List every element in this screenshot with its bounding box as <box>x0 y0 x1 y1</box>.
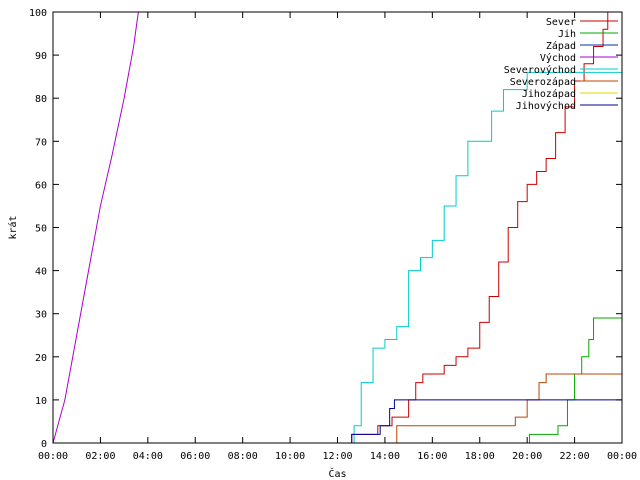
y-tick-label: 40 <box>35 267 47 278</box>
y-tick-label: 50 <box>35 224 47 235</box>
series-line-5 <box>53 71 622 443</box>
x-tick-label: 16:00 <box>417 451 447 462</box>
plot-series-layer <box>53 12 622 443</box>
legend-entry-label: Severozápad <box>510 76 576 88</box>
legend-entry-label: Východ <box>540 52 576 64</box>
x-tick-label: 06:00 <box>180 451 210 462</box>
x-tick-label: 04:00 <box>133 451 163 462</box>
x-tick-label: 14:00 <box>370 451 400 462</box>
legend-entry-label: Jih <box>558 29 576 40</box>
x-tick-label: 08:00 <box>228 451 258 462</box>
x-tick-label: 18:00 <box>465 451 495 462</box>
legend-entry-label: Sever <box>546 17 576 28</box>
legend-entry-label: Severovýchod <box>504 64 576 76</box>
y-tick-label: 90 <box>35 51 47 62</box>
y-tick-label: 70 <box>35 137 47 148</box>
ticks-layer: 00:00 02:00 04:00 06:00 08:00 10:00 12:00 14:00… <box>29 8 637 462</box>
y-tick-label: 30 <box>35 310 47 321</box>
x-tick-label: 00:00 <box>38 451 68 462</box>
x-axis-title: Čas <box>328 467 346 480</box>
x-tick-label: 12:00 <box>322 451 352 462</box>
legend-entry-label: Jihozápad <box>522 88 576 100</box>
x-tick-label: 00:00 <box>607 451 637 462</box>
x-tick-label: 02:00 <box>85 451 115 462</box>
legend: SeverJihZápadVýchodSeverovýchodSeverozáp… <box>504 17 618 112</box>
y-tick-label: 100 <box>29 8 47 19</box>
legend-entry-label: Západ <box>546 40 576 52</box>
legend-entry-label: Jihovýchod <box>516 100 576 112</box>
y-tick-label: 20 <box>35 353 47 364</box>
series-line-2 <box>53 317 622 443</box>
y-tick-label: 60 <box>35 180 47 191</box>
series-line-8 <box>53 399 622 443</box>
y-tick-label: 0 <box>41 439 47 450</box>
y-tick-label: 80 <box>35 94 47 105</box>
x-tick-label: 20:00 <box>512 451 542 462</box>
x-tick-label: 10:00 <box>275 451 305 462</box>
y-axis-title: krát <box>7 215 19 239</box>
x-tick-label: 22:00 <box>560 451 590 462</box>
series-line-4 <box>53 12 139 443</box>
y-tick-label: 10 <box>35 396 47 407</box>
series-line-6 <box>53 373 622 443</box>
